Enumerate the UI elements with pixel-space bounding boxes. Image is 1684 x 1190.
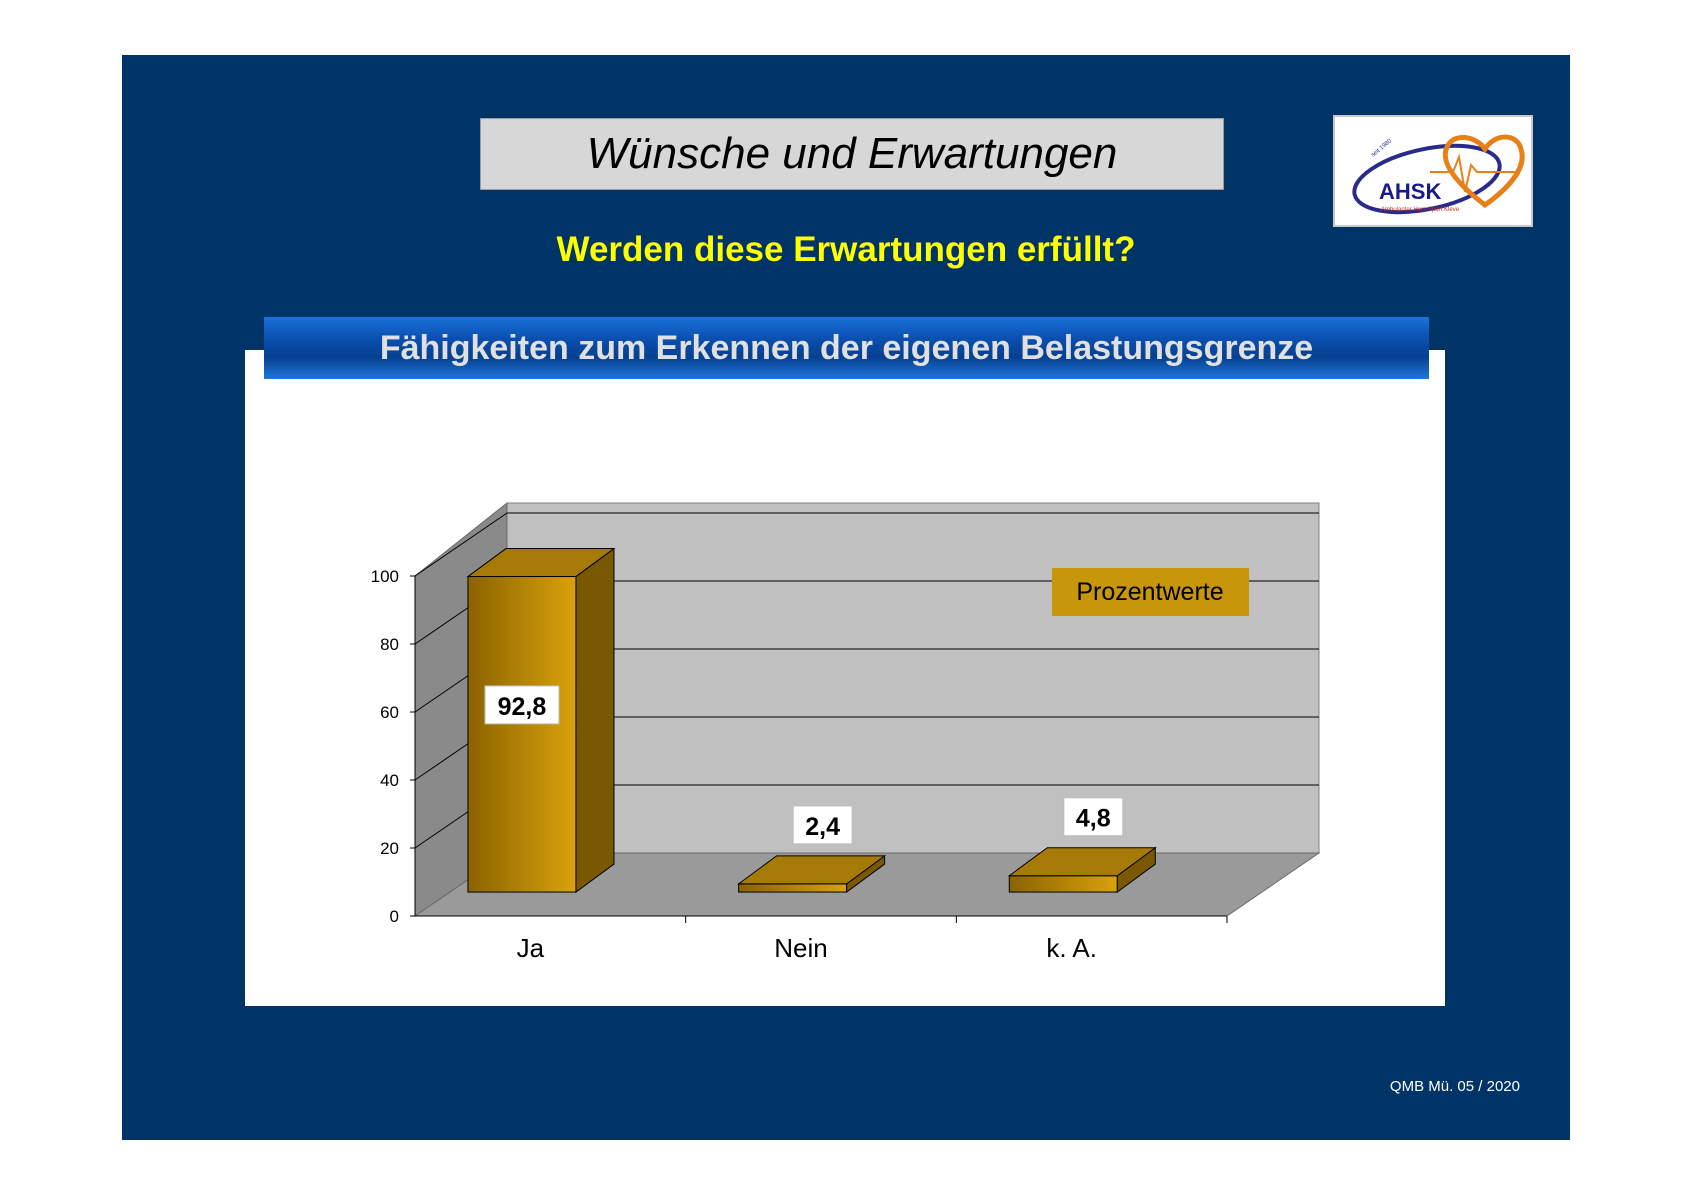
slide-title: Wünsche und Erwartungen	[586, 129, 1118, 178]
slide-background: Wünsche und Erwartungen AHSK Ambulanter …	[122, 55, 1570, 1140]
y-tick-label: 80	[380, 635, 399, 654]
bar-top	[737, 855, 887, 885]
slide-subtitle: Werden diese Erwartungen erfüllt?	[556, 230, 1136, 269]
y-tick-label: 100	[371, 567, 399, 586]
bar	[467, 576, 577, 893]
data-label-box	[484, 685, 560, 725]
y-tick-label: 40	[380, 771, 399, 790]
y-tick-label: 60	[380, 703, 399, 722]
bar-top	[466, 548, 616, 578]
data-label-box	[1063, 797, 1124, 837]
chart-back-wall	[506, 502, 1320, 854]
gridline-side	[414, 512, 508, 577]
data-label: 2,4	[805, 813, 840, 841]
ahsk-logo: AHSK Ambulanter Herz-Sport Kleve seit 19…	[1333, 115, 1533, 227]
logo-text: AHSK	[1379, 179, 1441, 204]
y-tick-label: 20	[380, 839, 399, 858]
legend-label: Prozentwerte	[1076, 578, 1223, 606]
chart-title-bar: Fähigkeiten zum Erkennen der eigenen Bel…	[264, 317, 1429, 379]
x-tick-label: k. A.	[1046, 933, 1097, 963]
x-tick-label: Nein	[774, 933, 827, 963]
bar-chart: 0 20 40 60 80 100 Ja 92,8 Nein 2,4 k. A. 4,8 Prozent…	[371, 501, 1321, 963]
heart-ecg-logo-icon: AHSK Ambulanter Herz-Sport Kleve seit 19…	[1352, 134, 1525, 215]
data-label: 4,8	[1076, 805, 1111, 833]
x-tick-label: Ja	[517, 933, 545, 963]
logo-small-text: Ambulanter Herz-Sport Kleve	[1381, 207, 1460, 213]
bar	[738, 883, 848, 893]
y-tick-label: 0	[390, 907, 399, 926]
bar	[1008, 875, 1118, 893]
bar-side	[575, 547, 615, 894]
data-label-box	[792, 805, 853, 845]
title-box: Wünsche und Erwartungen	[480, 118, 1224, 190]
legend-box	[1052, 568, 1249, 616]
bar-top	[1007, 847, 1157, 877]
footer-text: QMB Mü. 05 / 2020	[1389, 1078, 1520, 1095]
data-label: 92,8	[498, 693, 547, 721]
chart-title: Fähigkeiten zum Erkennen der eigenen Bel…	[379, 328, 1314, 367]
